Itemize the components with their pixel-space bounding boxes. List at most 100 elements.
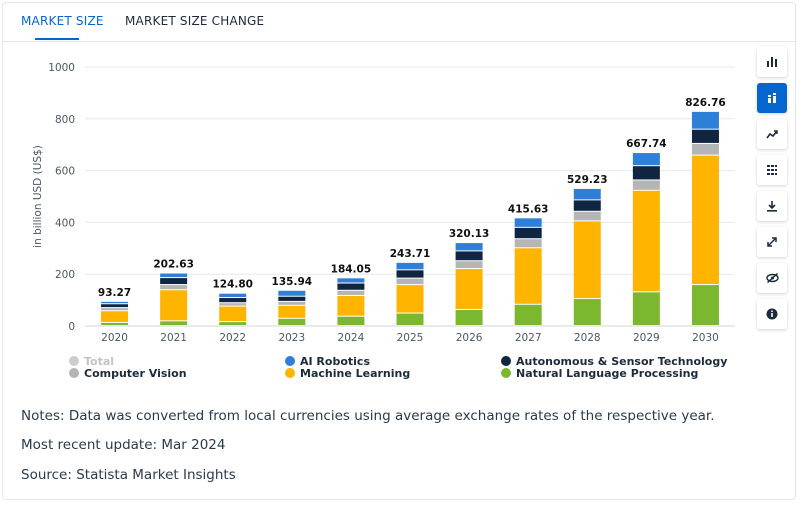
hide-button[interactable] (757, 263, 787, 293)
line-chart-button[interactable] (757, 119, 787, 149)
chart-card: MARKET SIZE MARKET SIZE CHANGE 0 200 400 60… (2, 2, 797, 500)
fullscreen-button[interactable] (757, 227, 787, 257)
bar-segment (691, 143, 719, 155)
legend-label: Natural Language Processing (516, 367, 698, 380)
bar-segment (219, 306, 247, 322)
expand-icon (767, 237, 777, 247)
x-tick-label: 2026 (456, 332, 483, 344)
tab-bar: MARKET SIZE MARKET SIZE CHANGE (3, 3, 797, 42)
bar-segment (573, 200, 601, 211)
table-view-button[interactable] (757, 155, 787, 185)
y-axis-label: in billion USD (US$) (32, 145, 44, 248)
total-data-label: 184.05 (331, 263, 372, 275)
bar-segment (219, 322, 247, 325)
bar-segment (219, 303, 247, 306)
total-data-label: 124.80 (212, 279, 253, 291)
tab-market-size[interactable]: MARKET SIZE (21, 14, 104, 28)
bar-segment (278, 296, 306, 301)
bar-segment (101, 322, 129, 325)
bar-segment (278, 318, 306, 325)
notes-text: Notes: Data was converted from local cur… (21, 408, 715, 424)
bar-segment (160, 278, 188, 285)
bar-segment (396, 278, 424, 285)
bar-segment (396, 270, 424, 278)
bar-segment (337, 290, 365, 295)
x-tick-label: 2025 (397, 332, 424, 344)
bar-segment (455, 309, 483, 325)
bar-segment (514, 227, 542, 239)
bar-segment (455, 269, 483, 309)
bar-segment (691, 155, 719, 285)
bar-segment (573, 299, 601, 325)
x-tick-label: 2023 (278, 332, 305, 344)
total-data-label: 135.94 (272, 276, 313, 288)
legend-label: Machine Learning (300, 367, 410, 380)
download-button[interactable] (757, 191, 787, 221)
x-tick-label: 2029 (633, 332, 660, 344)
legend-label: AI Robotics (300, 355, 370, 368)
bar-segment (160, 285, 188, 290)
line-chart-icon (766, 130, 778, 139)
bar-segment (632, 190, 660, 292)
y-tick-label: 400 (55, 217, 75, 229)
bar-segment (691, 285, 719, 325)
total-data-label: 320.13 (449, 228, 490, 240)
x-tick-label: 2028 (574, 332, 601, 344)
bar-chart-icon (767, 57, 777, 67)
active-tab-indicator (35, 38, 79, 40)
x-tick-label: 2027 (515, 332, 542, 344)
bar-segment (573, 221, 601, 299)
bar-segment (455, 261, 483, 269)
legend-marker (285, 356, 295, 366)
info-icon (766, 308, 778, 320)
last-update-text: Most recent update: Mar 2024 (21, 437, 226, 453)
total-data-label: 93.27 (98, 287, 131, 299)
x-tick-label: 2021 (160, 332, 187, 344)
bar-segment (337, 316, 365, 325)
total-data-label: 243.71 (390, 248, 431, 260)
tab-market-size-change[interactable]: MARKET SIZE CHANGE (125, 14, 265, 28)
total-data-label: 415.63 (508, 203, 549, 215)
total-data-label: 667.74 (626, 138, 667, 150)
bar-segment (632, 292, 660, 325)
download-icon (767, 201, 777, 212)
stacked-chart-button[interactable] (757, 83, 787, 113)
info-button[interactable] (757, 299, 787, 329)
y-tick-label: 1000 (48, 62, 75, 74)
legend-label: Computer Vision (84, 367, 187, 380)
bar-segment (278, 305, 306, 318)
bar-segment (514, 218, 542, 227)
bar-segment (337, 283, 365, 290)
bar-chart-button[interactable] (757, 47, 787, 77)
x-tick-label: 2024 (338, 332, 365, 344)
bar-segment (337, 295, 365, 316)
bar-segment (632, 166, 660, 180)
bar-segment (160, 290, 188, 321)
bar-segment (632, 180, 660, 190)
legend-marker (285, 368, 295, 378)
bar-segment (514, 248, 542, 304)
bar-segment (219, 293, 247, 298)
total-data-label: 826.76 (685, 97, 726, 109)
hide-icon (765, 272, 779, 284)
x-tick-label: 2020 (101, 332, 128, 344)
legend-marker (501, 356, 511, 366)
total-data-label: 529.23 (567, 174, 608, 186)
bar-segment (514, 239, 542, 248)
bar-segment (219, 298, 247, 303)
legend-label: Autonomous & Sensor Technology (516, 355, 727, 368)
bar-segment (396, 313, 424, 325)
bar-segment (160, 273, 188, 278)
y-tick-label: 200 (55, 269, 75, 281)
bar-segment (101, 311, 129, 322)
y-tick-label: 600 (55, 166, 75, 178)
bar-segment (101, 301, 129, 304)
bar-segment (101, 308, 129, 311)
x-tick-label: 2030 (692, 332, 719, 344)
bar-segment (278, 301, 306, 305)
bar-segment (278, 290, 306, 296)
bar-segment (573, 211, 601, 221)
total-data-label: 202.63 (153, 259, 194, 271)
bar-segment (337, 278, 365, 283)
bar-segment (455, 251, 483, 261)
